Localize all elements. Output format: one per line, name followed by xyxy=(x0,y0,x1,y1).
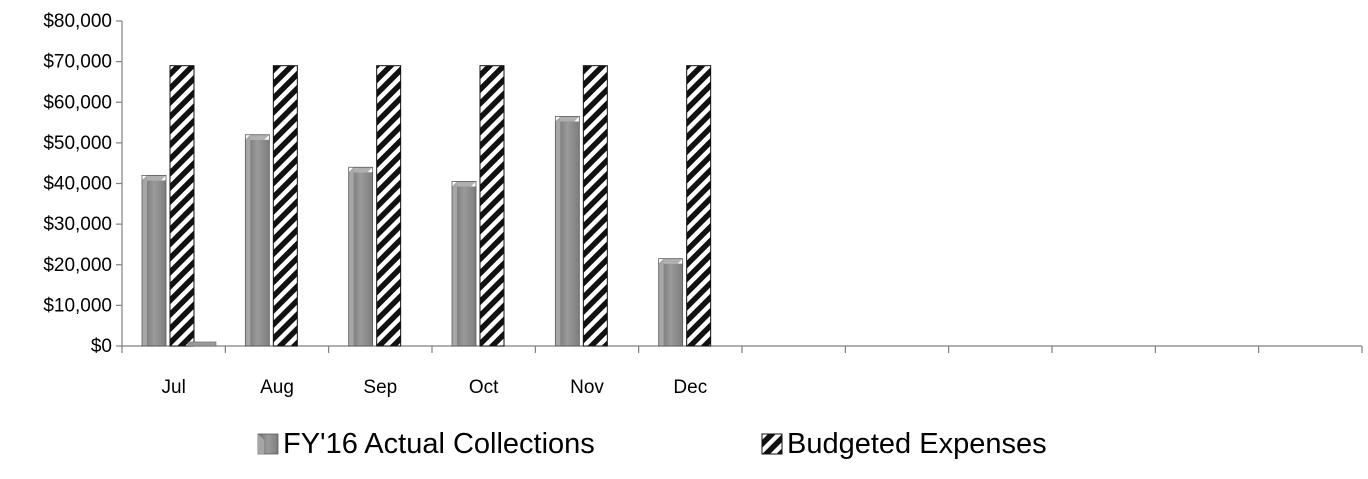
y-tick-label: $60,000 xyxy=(43,92,112,113)
bar-actual-collections xyxy=(554,116,580,347)
bar-actual-collections xyxy=(658,258,684,347)
y-tick-label: $30,000 xyxy=(43,214,112,235)
x-tick-label: Nov xyxy=(570,377,604,398)
legend-swatch-budgeted xyxy=(761,433,783,455)
y-tick-label: $80,000 xyxy=(43,11,112,32)
bar-budgeted-expenses xyxy=(686,65,712,347)
x-tick-label: Jul xyxy=(162,377,186,398)
y-tick-label: $0 xyxy=(91,336,112,357)
y-tick-label: $50,000 xyxy=(43,133,112,154)
bar-budgeted-expenses xyxy=(376,65,402,347)
bar-actual-collections xyxy=(141,174,167,347)
bar-actual-collections xyxy=(244,134,270,347)
legend-item-budgeted-expenses: Budgeted Expenses xyxy=(761,428,1047,460)
bar-budgeted-expenses xyxy=(272,65,298,347)
x-tick-label: Sep xyxy=(363,377,397,398)
legend-label-actual: FY'16 Actual Collections xyxy=(283,428,595,460)
bar-budgeted-expenses xyxy=(582,65,608,347)
bar-actual-collections xyxy=(348,166,374,347)
y-tick-label: $20,000 xyxy=(43,255,112,276)
x-tick-label: Dec xyxy=(673,377,707,398)
y-tick-label: $70,000 xyxy=(43,52,112,73)
x-tick-label: Oct xyxy=(469,377,499,398)
bar-budgeted-expenses xyxy=(169,65,195,347)
y-tick-label: $10,000 xyxy=(43,295,112,316)
bar-actual-collections xyxy=(451,181,477,347)
legend: FY'16 Actual Collections Budgeted Expense… xyxy=(257,428,1047,460)
bar-budgeted-expenses xyxy=(479,65,505,347)
bars xyxy=(141,65,712,347)
bar-small-extra xyxy=(187,341,217,347)
x-tick-label: Aug xyxy=(260,377,294,398)
legend-item-actual-collections: FY'16 Actual Collections xyxy=(257,428,595,460)
tick-labels: $0 $10,000 $20,000 $30,000 $40,000 $50,000 $60… xyxy=(43,11,707,398)
y-tick-label: $40,000 xyxy=(43,174,112,195)
axes xyxy=(116,20,1363,353)
legend-label-budgeted: Budgeted Expenses xyxy=(787,428,1047,460)
